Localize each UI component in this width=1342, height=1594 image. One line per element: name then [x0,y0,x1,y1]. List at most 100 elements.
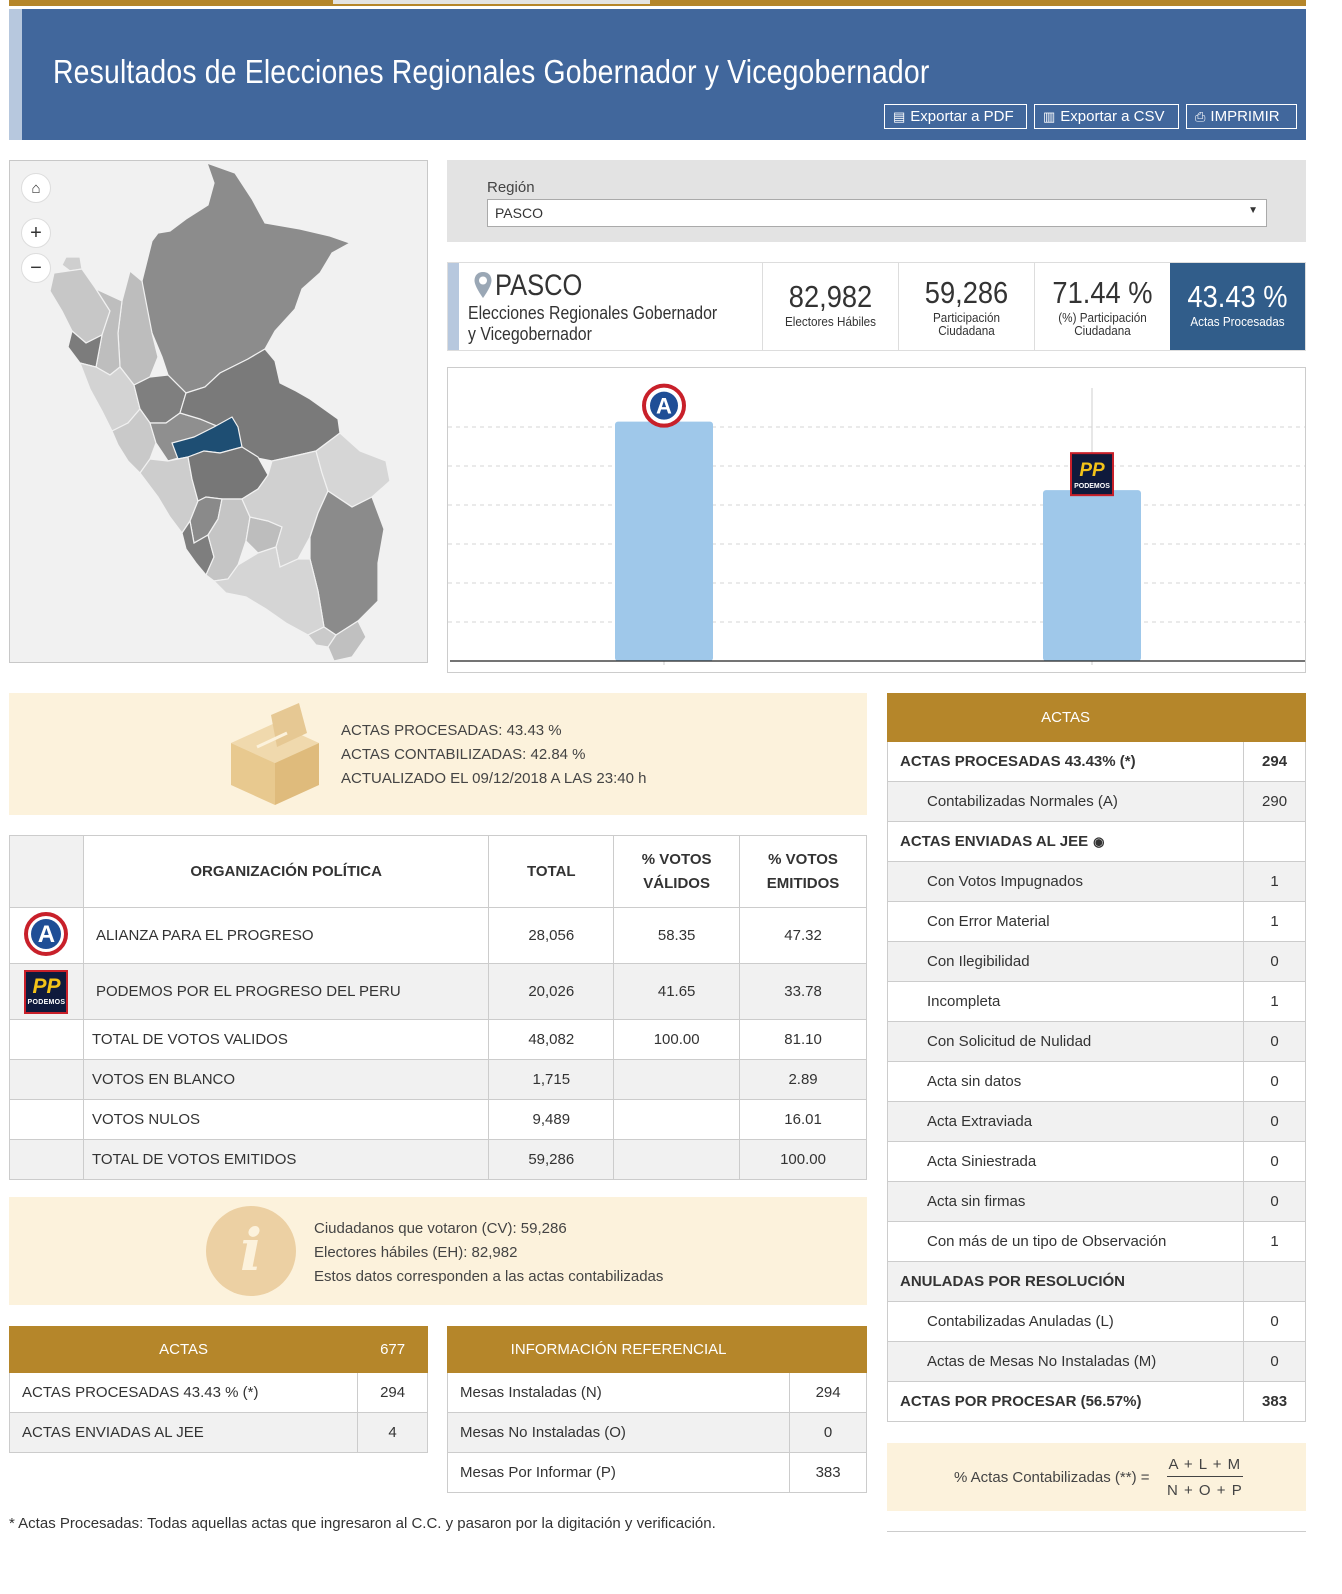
results-bar-chart: A PP PODEMOS [447,367,1306,673]
emitidos-column-header: % VOTOS EMITIDOS [739,835,867,908]
actas-detail-value: 0 [1243,1341,1306,1382]
actas-detail-label-text: Actas de Mesas No Instaladas (M) [927,1353,1157,1370]
formula-denominator: N + O + P [1167,1482,1243,1499]
table-row: Contabilizadas Anuladas (L) 0 [886,1301,1306,1342]
map-region-tacna[interactable] [327,620,367,662]
actas-detail-label: Con más de un tipo de Observación [886,1221,1245,1262]
home-icon: ⌂ [31,179,41,197]
map-region-loreto[interactable] [141,162,352,394]
table-row: Acta sin firmas 0 [886,1181,1306,1222]
export-pdf-button[interactable]: ▤ Exportar a PDF [884,104,1027,129]
top-accent-bar [9,0,1306,6]
party-name: PODEMOS POR EL PROGRESO DEL PERU [82,963,490,1020]
table-row: ACTAS PROCESADAS 43.43% (*) 294 [886,741,1306,782]
actas-detail-label: Actas de Mesas No Instaladas (M) [886,1341,1245,1382]
emitidos-header-line2: EMITIDOS [766,874,840,892]
validos-header-line1: % VOTOS [641,850,712,868]
region-select[interactable]: PASCO ▼ [487,199,1267,227]
location-pin-icon [474,272,492,298]
actas-detail-label-text: Con Error Material [927,913,1050,930]
participacion-pct-value: 71.44 % [1052,275,1153,310]
info-ref-value: 294 [789,1372,867,1413]
actas-detail-value: 0 [1243,1181,1306,1222]
table-row: Con Ilegibilidad 0 [886,941,1306,982]
eye-icon[interactable]: ◉ [1093,834,1105,849]
participacion-pct-stat: 71.44 % (%) Participación Ciudadana [1034,263,1170,350]
dropdown-arrow-icon: ▼ [1248,205,1258,216]
map-region-madre-de-dios[interactable] [315,432,391,508]
party-logo-cell: PP PODEMOS [9,963,84,1020]
actas-detail-label: Incompleta [886,981,1245,1022]
actas-detail-value: 0 [1243,1141,1306,1182]
formula-fraction: A + L + M N + O + P [1167,1456,1243,1499]
table-row: Actas de Mesas No Instaladas (M) 0 [886,1341,1306,1382]
participacion-value: 59,286 [924,275,1009,310]
printer-icon: ⎙ [1195,108,1206,124]
map-home-button[interactable]: ⌂ [21,173,51,203]
actas-detail-label-text: Con más de un tipo de Observación [927,1233,1167,1250]
party-emitidos: 33.78 [739,963,867,1020]
print-button[interactable]: ⎙ IMPRIMIR [1186,104,1297,129]
total-row-label: VOTOS NULOS [82,1099,490,1140]
actas-detail-label: Con Votos Impugnados [886,861,1245,902]
actas-detail-label: Con Ilegibilidad [886,941,1245,982]
actas-detail-label: Acta Siniestrada [886,1141,1245,1182]
table-row: A ALIANZA PARA EL PROGRESO 28,056 58.35 … [9,907,867,964]
actas-detail-label: Contabilizadas Anuladas (L) [886,1301,1245,1342]
table-row: VOTOS EN BLANCO 1,715 2.89 [9,1059,867,1100]
party-validos: 58.35 [613,907,741,964]
actas-detail-label-text: Acta Siniestrada [927,1153,1037,1170]
summary-panel: PASCO Elecciones Regionales Gobernador y… [447,262,1306,351]
table-row: Incompleta 1 [886,981,1306,1022]
actas-detail-value: 1 [1243,861,1306,902]
alianza-para-el-progreso-logo: A [24,911,69,956]
region-map[interactable]: ⌂ + − [9,160,428,663]
election-subtitle: Elecciones Regionales Gobernador y Viceg… [468,303,718,344]
update-timestamp: ACTUALIZADO EL 09/12/2018 A LAS 23:40 h [341,770,647,787]
actas-detail-value [1243,1261,1306,1302]
total-row-emitidos: 81.10 [739,1019,867,1060]
table-row: ANULADAS POR RESOLUCIÓN [886,1261,1306,1302]
chart-bar[interactable] [615,421,713,661]
chart-bar[interactable] [1043,490,1141,661]
table-row: ACTAS PROCESADAS 43.43 % (*) 294 [8,1372,428,1413]
actas-detail-value: 0 [1243,1021,1306,1062]
actas-detail-header-empty [1243,693,1306,742]
zoom-in-button[interactable]: + [21,218,51,248]
page-header: Resultados de Elecciones Regionales Gobe… [9,9,1306,140]
actas-detail-label-text: Con Votos Impugnados [927,873,1083,890]
divider [887,1531,1306,1532]
total-row-validos [613,1139,741,1180]
actas-detail-label: Con Solicitud de Nulidad [886,1021,1245,1062]
zoom-out-button[interactable]: − [21,253,51,283]
electores-habiles-label: Electores Hábiles [784,314,877,329]
actas-detail-value: 1 [1243,1221,1306,1262]
export-csv-button[interactable]: ▥ Exportar a CSV [1034,104,1179,129]
table-row: Con Error Material 1 [886,901,1306,942]
map-region-ancash[interactable] [111,408,157,474]
map-region-arequipa[interactable] [212,546,325,636]
info-ref-value: 0 [789,1412,867,1453]
actas-detail-value [1243,821,1306,862]
table-row: Con Solicitud de Nulidad 0 [886,1021,1306,1062]
region-filter: Región PASCO ▼ [447,160,1306,242]
total-row-validos: 100.00 [613,1019,741,1060]
actas-row-value: 294 [357,1372,428,1413]
table-row: TOTAL DE VOTOS VALIDOS 48,082 100.00 81.… [9,1019,867,1060]
validos-header-line2: VÁLIDOS [643,874,710,892]
formula-label: % Actas Contabilizadas (**) = [954,1469,1150,1486]
actas-detail-label: Contabilizadas Normales (A) [886,781,1245,822]
total-row-label: TOTAL DE VOTOS VALIDOS [82,1019,490,1060]
total-column-header: TOTAL [488,835,615,908]
actas-detail-label-text: Con Solicitud de Nulidad [927,1033,1092,1050]
actas-procesadas-stat: 43.43 % Actas Procesadas [1170,263,1305,350]
contabilizadas-note-text: Estos datos corresponden a las actas con… [314,1268,664,1285]
participacion-label: Participación Ciudadana [933,310,1000,338]
map-region-piura[interactable] [49,268,111,344]
actas-detail-value: 294 [1243,741,1306,782]
actas-detail-label: ACTAS PROCESADAS 43.43% (*) [886,741,1245,782]
map-region-ayacucho[interactable] [205,498,251,582]
export-pdf-label: Exportar a PDF [910,108,1014,125]
table-row: Mesas Por Informar (P) 383 [446,1452,867,1493]
party-validos: 41.65 [613,963,741,1020]
